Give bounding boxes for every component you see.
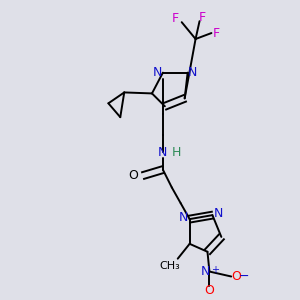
Text: N: N [214,207,223,220]
Text: −: − [239,270,249,283]
Text: CH₃: CH₃ [159,261,180,271]
Text: N: N [179,211,188,224]
Text: O: O [128,169,138,182]
Text: O: O [205,284,214,297]
Text: O: O [231,270,241,283]
Text: F: F [213,27,220,40]
Text: N: N [188,66,197,79]
Text: N: N [201,265,210,278]
Text: N: N [153,66,163,79]
Text: H: H [172,146,182,159]
Text: +: + [212,265,219,275]
Text: F: F [199,11,206,24]
Text: N: N [158,146,168,159]
Text: F: F [172,12,179,25]
